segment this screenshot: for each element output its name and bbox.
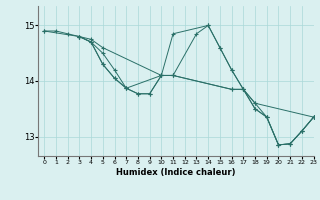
X-axis label: Humidex (Indice chaleur): Humidex (Indice chaleur) bbox=[116, 168, 236, 177]
